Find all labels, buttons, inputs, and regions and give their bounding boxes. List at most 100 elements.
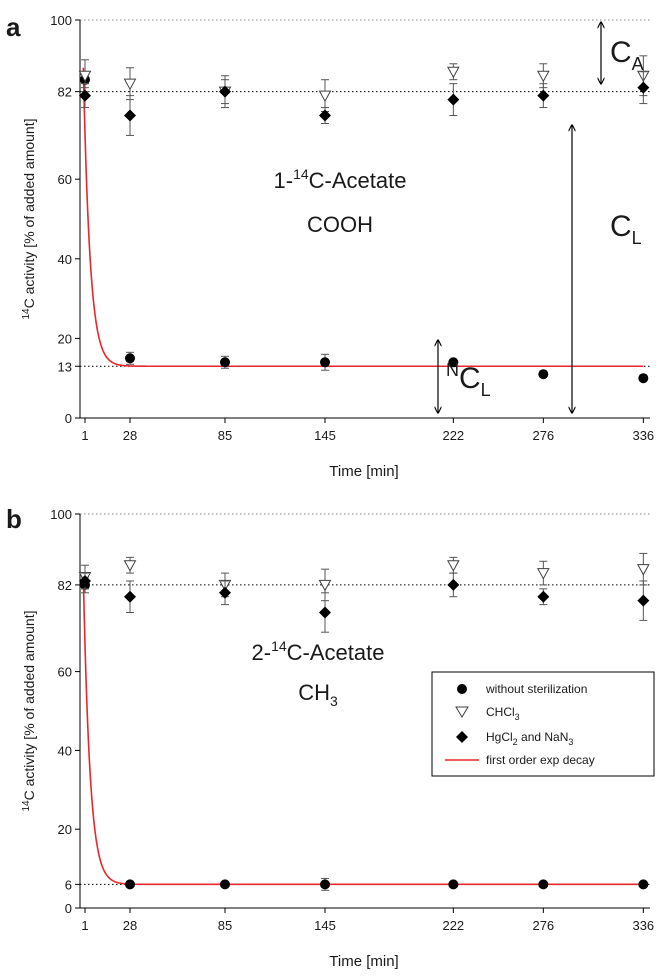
compound-label-line2: COOH	[307, 212, 373, 237]
data-point-diamond	[637, 580, 650, 621]
x-tick-label: 145	[314, 428, 336, 443]
marker-diamond	[79, 574, 91, 587]
data-point-diamond	[447, 572, 460, 598]
ncl-label: NCL	[446, 360, 491, 400]
y-tick-label: 20	[58, 331, 72, 346]
marker-circle	[125, 353, 135, 364]
data-point-diamond	[537, 588, 550, 606]
legend-marker-circle	[457, 684, 467, 694]
data-point-triangle-down-open	[446, 556, 460, 574]
y-axis-label-text: C activity [% of added amount]	[21, 119, 37, 309]
data-point-diamond	[319, 107, 331, 124]
cl-label: CL	[610, 210, 642, 248]
reference-lines	[80, 19, 650, 367]
data-point-diamond	[537, 83, 550, 109]
y-tick-label: 20	[58, 822, 72, 837]
y-axis-label: 14C activity [% of added amount]	[21, 119, 37, 320]
marker-circle	[638, 879, 649, 890]
data-point-diamond	[79, 572, 91, 590]
marker-triangle	[636, 564, 650, 576]
data-point-diamond	[124, 95, 136, 136]
legend: without sterilization CHCl3 HgCl2 and Na…	[431, 671, 655, 777]
compound-label-line1: 1-14C-Acetate	[274, 166, 407, 193]
data-point-triangle-down-open	[123, 67, 137, 101]
marker-circle	[448, 357, 459, 368]
y-tick-label: 40	[58, 743, 72, 758]
data-point-circle	[448, 357, 459, 368]
x-tick-label: 276	[532, 918, 554, 933]
marker-triangle	[123, 78, 137, 91]
legend-label-hgcl2-nan3: HgCl2 and NaN3	[486, 730, 573, 747]
x-axis-label: Time [min]	[329, 463, 398, 480]
x-tick-label: 145	[314, 918, 336, 933]
y-tick-label: 82	[58, 85, 72, 100]
y-axis-ticks: 0 6 20 40 60 82 100	[50, 507, 80, 916]
data-point-diamond	[319, 592, 331, 633]
marker-diamond	[124, 590, 136, 603]
fit-curve	[82, 67, 644, 368]
data-point-circle	[448, 879, 459, 890]
data-point-circle	[320, 877, 330, 891]
marker-triangle	[536, 568, 550, 580]
marker-circle	[125, 879, 135, 890]
data-markers	[78, 55, 650, 384]
data-point-diamond	[219, 580, 231, 606]
y-tick-label: 0	[65, 411, 72, 426]
y-axis-ticks: 0 13 20 40 60 82 100	[50, 13, 80, 426]
x-tick-label: 336	[632, 428, 654, 443]
panel-a: a 0 13 20 40 60 82 100 1 28 85 145 222 276 336 14C a…	[6, 12, 654, 480]
marker-circle	[220, 357, 230, 368]
y-tick-label: 82	[58, 578, 72, 593]
marker-diamond	[319, 606, 331, 619]
y-axis-label-superscript: 14	[21, 800, 32, 812]
marker-diamond	[219, 85, 231, 98]
data-point-diamond	[124, 580, 136, 613]
marker-diamond	[79, 89, 91, 102]
x-axis-label: Time [min]	[329, 953, 398, 970]
x-tick-label: 222	[442, 428, 464, 443]
data-point-diamond	[79, 83, 91, 109]
marker-triangle	[123, 560, 137, 572]
data-point-diamond	[637, 71, 650, 105]
data-point-triangle-down-open	[636, 552, 650, 586]
marker-circle	[220, 879, 230, 890]
ca-label: CA	[610, 36, 644, 74]
marker-circle	[448, 879, 459, 890]
panel-letter: b	[6, 504, 22, 534]
x-tick-label: 276	[532, 428, 554, 443]
legend-label-first-order-exp-decay: first order exp decay	[486, 753, 595, 767]
marker-triangle	[446, 560, 460, 572]
x-tick-label: 1	[81, 918, 88, 933]
x-tick-label: 222	[442, 918, 464, 933]
marker-diamond	[637, 594, 650, 607]
data-point-diamond	[219, 75, 231, 109]
data-point-circle	[320, 353, 330, 371]
data-point-circle	[638, 879, 649, 890]
marker-circle	[538, 879, 549, 890]
legend-box	[431, 671, 655, 777]
y-tick-label: 40	[58, 252, 72, 267]
data-point-triangle-down-open	[123, 556, 137, 574]
legend-label-without-sterilization: without sterilization	[485, 682, 587, 696]
marker-diamond	[537, 590, 550, 603]
marker-diamond	[637, 81, 650, 94]
legend-label-chcl3: CHCl3	[486, 705, 520, 722]
data-point-circle	[125, 351, 135, 365]
data-point-triangle-down-open	[318, 79, 332, 113]
data-point-diamond	[447, 83, 460, 117]
data-point-circle	[220, 879, 230, 890]
x-tick-label: 85	[218, 918, 232, 933]
data-point-triangle-down-open	[536, 560, 550, 586]
y-axis-label: 14C activity [% of added amount]	[21, 611, 37, 812]
marker-circle	[638, 373, 649, 384]
marker-triangle	[536, 70, 550, 83]
data-point-circle	[220, 355, 230, 369]
marker-triangle	[318, 579, 332, 592]
data-point-circle	[538, 879, 549, 890]
data-markers	[78, 552, 650, 891]
data-point-circle	[638, 373, 649, 384]
x-axis-ticks: 1 28 85 145 222 276 336	[81, 908, 654, 933]
y-tick-label: 60	[58, 172, 72, 187]
data-point-circle	[125, 879, 135, 890]
